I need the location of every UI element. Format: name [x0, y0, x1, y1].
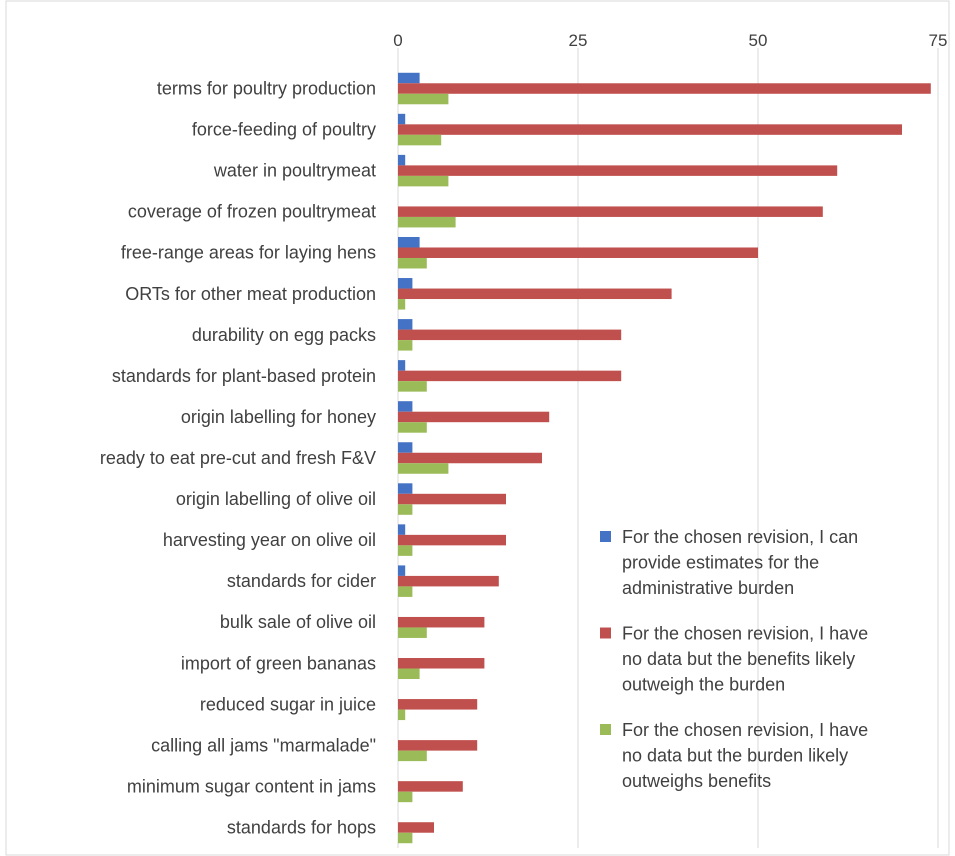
bar-series-3-5	[398, 299, 406, 310]
bar-series-2-11	[398, 534, 506, 546]
category-label: harvesting year on olive oil	[163, 530, 376, 550]
bar-series-3-0	[398, 93, 449, 105]
bar-series-1-4	[398, 236, 420, 248]
bar-series-1-9	[398, 442, 413, 453]
bar-series-2-4	[398, 247, 758, 258]
legend-label-1: For the chosen revision, I can	[622, 527, 858, 547]
bar-series-3-12	[398, 586, 413, 597]
category-label: bulk sale of olive oil	[220, 612, 376, 632]
category-label: standards for plant-based protein	[112, 366, 376, 386]
bar-series-2-13	[398, 616, 485, 628]
bar-series-2-8	[398, 411, 550, 423]
bar-series-2-6	[398, 329, 622, 341]
bar-series-3-2	[398, 175, 449, 187]
bar-series-1-12	[398, 565, 406, 576]
bar-series-2-12	[398, 575, 499, 587]
bar-series-2-9	[398, 452, 542, 464]
bar-series-1-1	[398, 113, 406, 125]
bar-series-3-13	[398, 627, 427, 638]
bar-series-2-7	[398, 370, 622, 382]
bar-series-1-5	[398, 278, 413, 289]
legend-label-2: outweigh the burden	[622, 675, 785, 695]
bar-series-2-17	[398, 781, 463, 792]
legend-label-2: no data but the benefits likely	[622, 649, 855, 669]
bar-series-2-14	[398, 658, 485, 669]
bar-series-3-18	[398, 832, 413, 844]
category-label: import of green bananas	[181, 653, 376, 673]
bar-series-3-10	[398, 504, 413, 515]
legend-label-1: administrative burden	[622, 578, 794, 598]
category-label: ORTs for other meat production	[125, 284, 376, 304]
bar-series-3-17	[398, 791, 413, 803]
bar-series-3-3	[398, 216, 456, 228]
bar-series-2-2	[398, 165, 838, 176]
category-label: force-feeding of poultry	[192, 120, 376, 140]
bar-series-3-6	[398, 340, 413, 351]
category-label: ready to eat pre-cut and fresh F&V	[100, 448, 376, 468]
bar-series-2-10	[398, 493, 506, 505]
x-tick-label: 25	[569, 31, 588, 50]
category-label: terms for poultry production	[157, 79, 376, 99]
x-tick-label: 0	[393, 31, 402, 50]
legend-label-1: provide estimates for the	[622, 553, 819, 573]
bar-series-3-7	[398, 381, 427, 392]
category-label: durability on egg packs	[192, 325, 376, 345]
bar-series-2-5	[398, 288, 672, 300]
bar-series-2-16	[398, 740, 478, 751]
category-label: coverage of frozen poultrymeat	[128, 202, 376, 222]
bar-series-3-16	[398, 750, 427, 762]
bar-series-1-8	[398, 401, 413, 412]
bar-series-1-6	[398, 319, 413, 330]
bar-series-1-0	[398, 72, 420, 84]
bar-series-2-18	[398, 822, 434, 833]
bar-series-1-10	[398, 483, 413, 494]
category-label: reduced sugar in juice	[200, 694, 376, 714]
legend-swatch-3	[600, 724, 611, 735]
x-tick-label: 75	[929, 31, 948, 50]
category-label: free-range areas for laying hens	[121, 243, 376, 263]
legend-label-2: For the chosen revision, I have	[622, 624, 868, 644]
bar-series-2-3	[398, 206, 823, 217]
bar-series-2-15	[398, 699, 478, 710]
legend-label-3: outweighs benefits	[622, 771, 771, 791]
category-label: minimum sugar content in jams	[127, 776, 376, 796]
bar-series-3-14	[398, 668, 420, 680]
x-tick-label: 50	[749, 31, 768, 50]
bar-series-3-11	[398, 545, 413, 556]
bar-series-1-11	[398, 524, 406, 535]
bar-series-1-7	[398, 360, 406, 371]
category-label: standards for hops	[227, 817, 376, 837]
bar-series-3-4	[398, 257, 427, 269]
legend-label-3: no data but the burden likely	[622, 746, 848, 766]
legend-label-3: For the chosen revision, I have	[622, 720, 868, 740]
bar-series-2-1	[398, 124, 902, 135]
category-label: origin labelling of olive oil	[176, 489, 376, 509]
legend-swatch-1	[600, 531, 611, 542]
category-label: standards for cider	[227, 571, 376, 591]
bar-series-3-15	[398, 709, 406, 721]
bar-series-3-8	[398, 422, 427, 433]
bar-series-2-0	[398, 83, 931, 94]
category-label: water in poultrymeat	[213, 161, 376, 181]
category-label: calling all jams "marmalade"	[151, 735, 376, 755]
chart-border	[5, 0, 950, 856]
category-label: origin labelling for honey	[181, 407, 376, 427]
bar-series-3-1	[398, 134, 442, 146]
legend-swatch-2	[600, 627, 611, 639]
bar-series-3-9	[398, 463, 449, 474]
bar-series-1-2	[398, 154, 406, 166]
